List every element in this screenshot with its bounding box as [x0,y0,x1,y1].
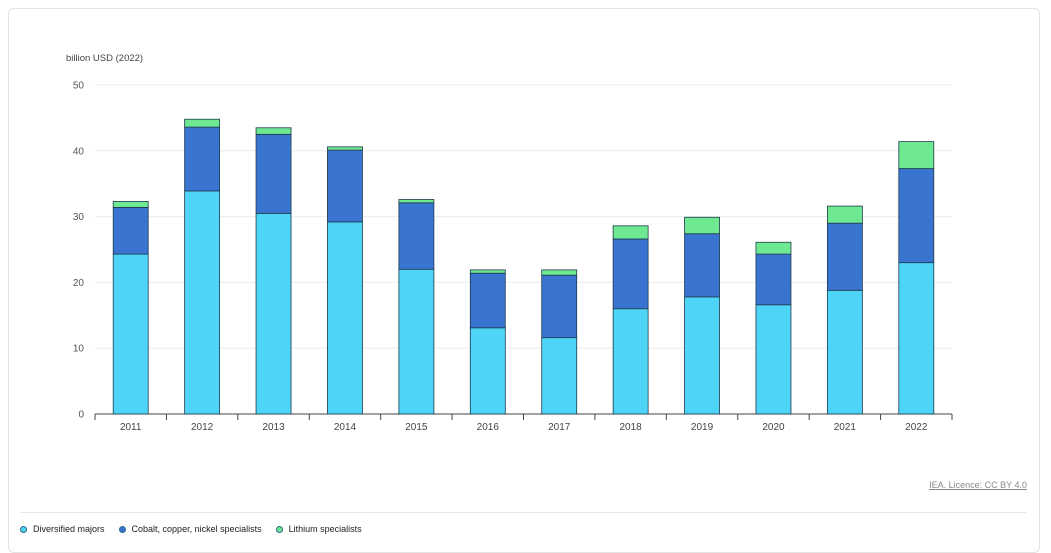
bar-segment [755,253,792,306]
bar-segment [327,149,363,223]
x-tick-label: 2013 [262,422,285,433]
x-tick-label: 2019 [691,422,714,433]
bar-segment [398,199,435,204]
bar-segment [684,233,720,298]
legend-item[interactable]: Cobalt, copper, nickel specialists [118,524,262,534]
bar-segment [826,289,863,415]
legend-label: Lithium specialists [288,524,362,534]
x-tick-label: 2020 [762,422,785,433]
stacked-bar-chart: 0 10 20 30 40 50 billion USD (2022) 2011 2012 201… [66,53,953,433]
bar-segment [541,337,578,415]
bar-segment [541,274,578,339]
bar-segment [612,225,649,240]
bar-segment [755,304,792,415]
bar-segment [469,327,506,415]
bar-segment [826,222,863,291]
bar-segment [898,141,935,169]
legend-swatch-icon [275,525,283,533]
y-axis-label: billion USD (2022) [66,53,143,64]
legend-swatch-icon [20,525,27,533]
y-tick-label: 50 [73,81,85,92]
legend-swatch-icon [118,525,126,533]
legend-item[interactable]: Diversified majors [20,524,105,534]
bar-segment [112,206,149,255]
bar-segment [755,241,792,255]
legend-item[interactable]: Lithium specialists [275,524,362,534]
bar-segment [255,127,292,135]
bar-segment [398,202,435,270]
y-tick-label: 40 [73,146,85,157]
x-tick-label: 2018 [620,422,643,433]
bar-segment [612,238,649,310]
legend-label: Diversified majors [33,524,105,534]
chart-card [8,8,1040,553]
x-tick-label: 2021 [834,422,857,433]
bar-segment [469,272,506,329]
bar-segment [684,296,720,415]
bar-segment [112,201,149,208]
y-tick-label: 0 [78,410,84,421]
legend-divider [20,512,1026,513]
bar-segment [327,221,363,415]
bar-segment [826,205,863,224]
x-tick-label: 2022 [905,422,928,433]
bar-segment [112,253,149,415]
y-tick-label: 20 [73,278,85,289]
bar-segment [184,118,221,128]
x-tick-label: 2017 [548,422,571,433]
bar-segment [469,269,506,274]
bar-segment [255,212,292,415]
x-tick-label: 2015 [405,422,428,433]
bar-segment [898,168,935,264]
y-tick-label: 30 [73,212,85,223]
y-tick-label: 10 [73,344,85,355]
bar-segment [612,308,649,415]
bar-segment [255,133,292,214]
bar-segment [184,190,221,415]
bar-segment [327,146,363,151]
x-tick-label: 2016 [477,422,500,433]
x-tick-label: 2012 [191,422,214,433]
legend: Diversified majors Cobalt, copper, nickel… [20,524,362,534]
bar-segment [898,262,935,415]
bar-segment [398,268,435,415]
bar-segment [684,216,720,235]
licence-link[interactable]: IEA. Licence: CC BY 4.0 [929,480,1027,490]
x-tick-label: 2014 [334,422,357,433]
bar-segment [184,126,221,192]
bar-segment [541,269,578,276]
legend-label: Cobalt, copper, nickel specialists [131,524,262,534]
x-tick-label: 2011 [120,422,142,433]
